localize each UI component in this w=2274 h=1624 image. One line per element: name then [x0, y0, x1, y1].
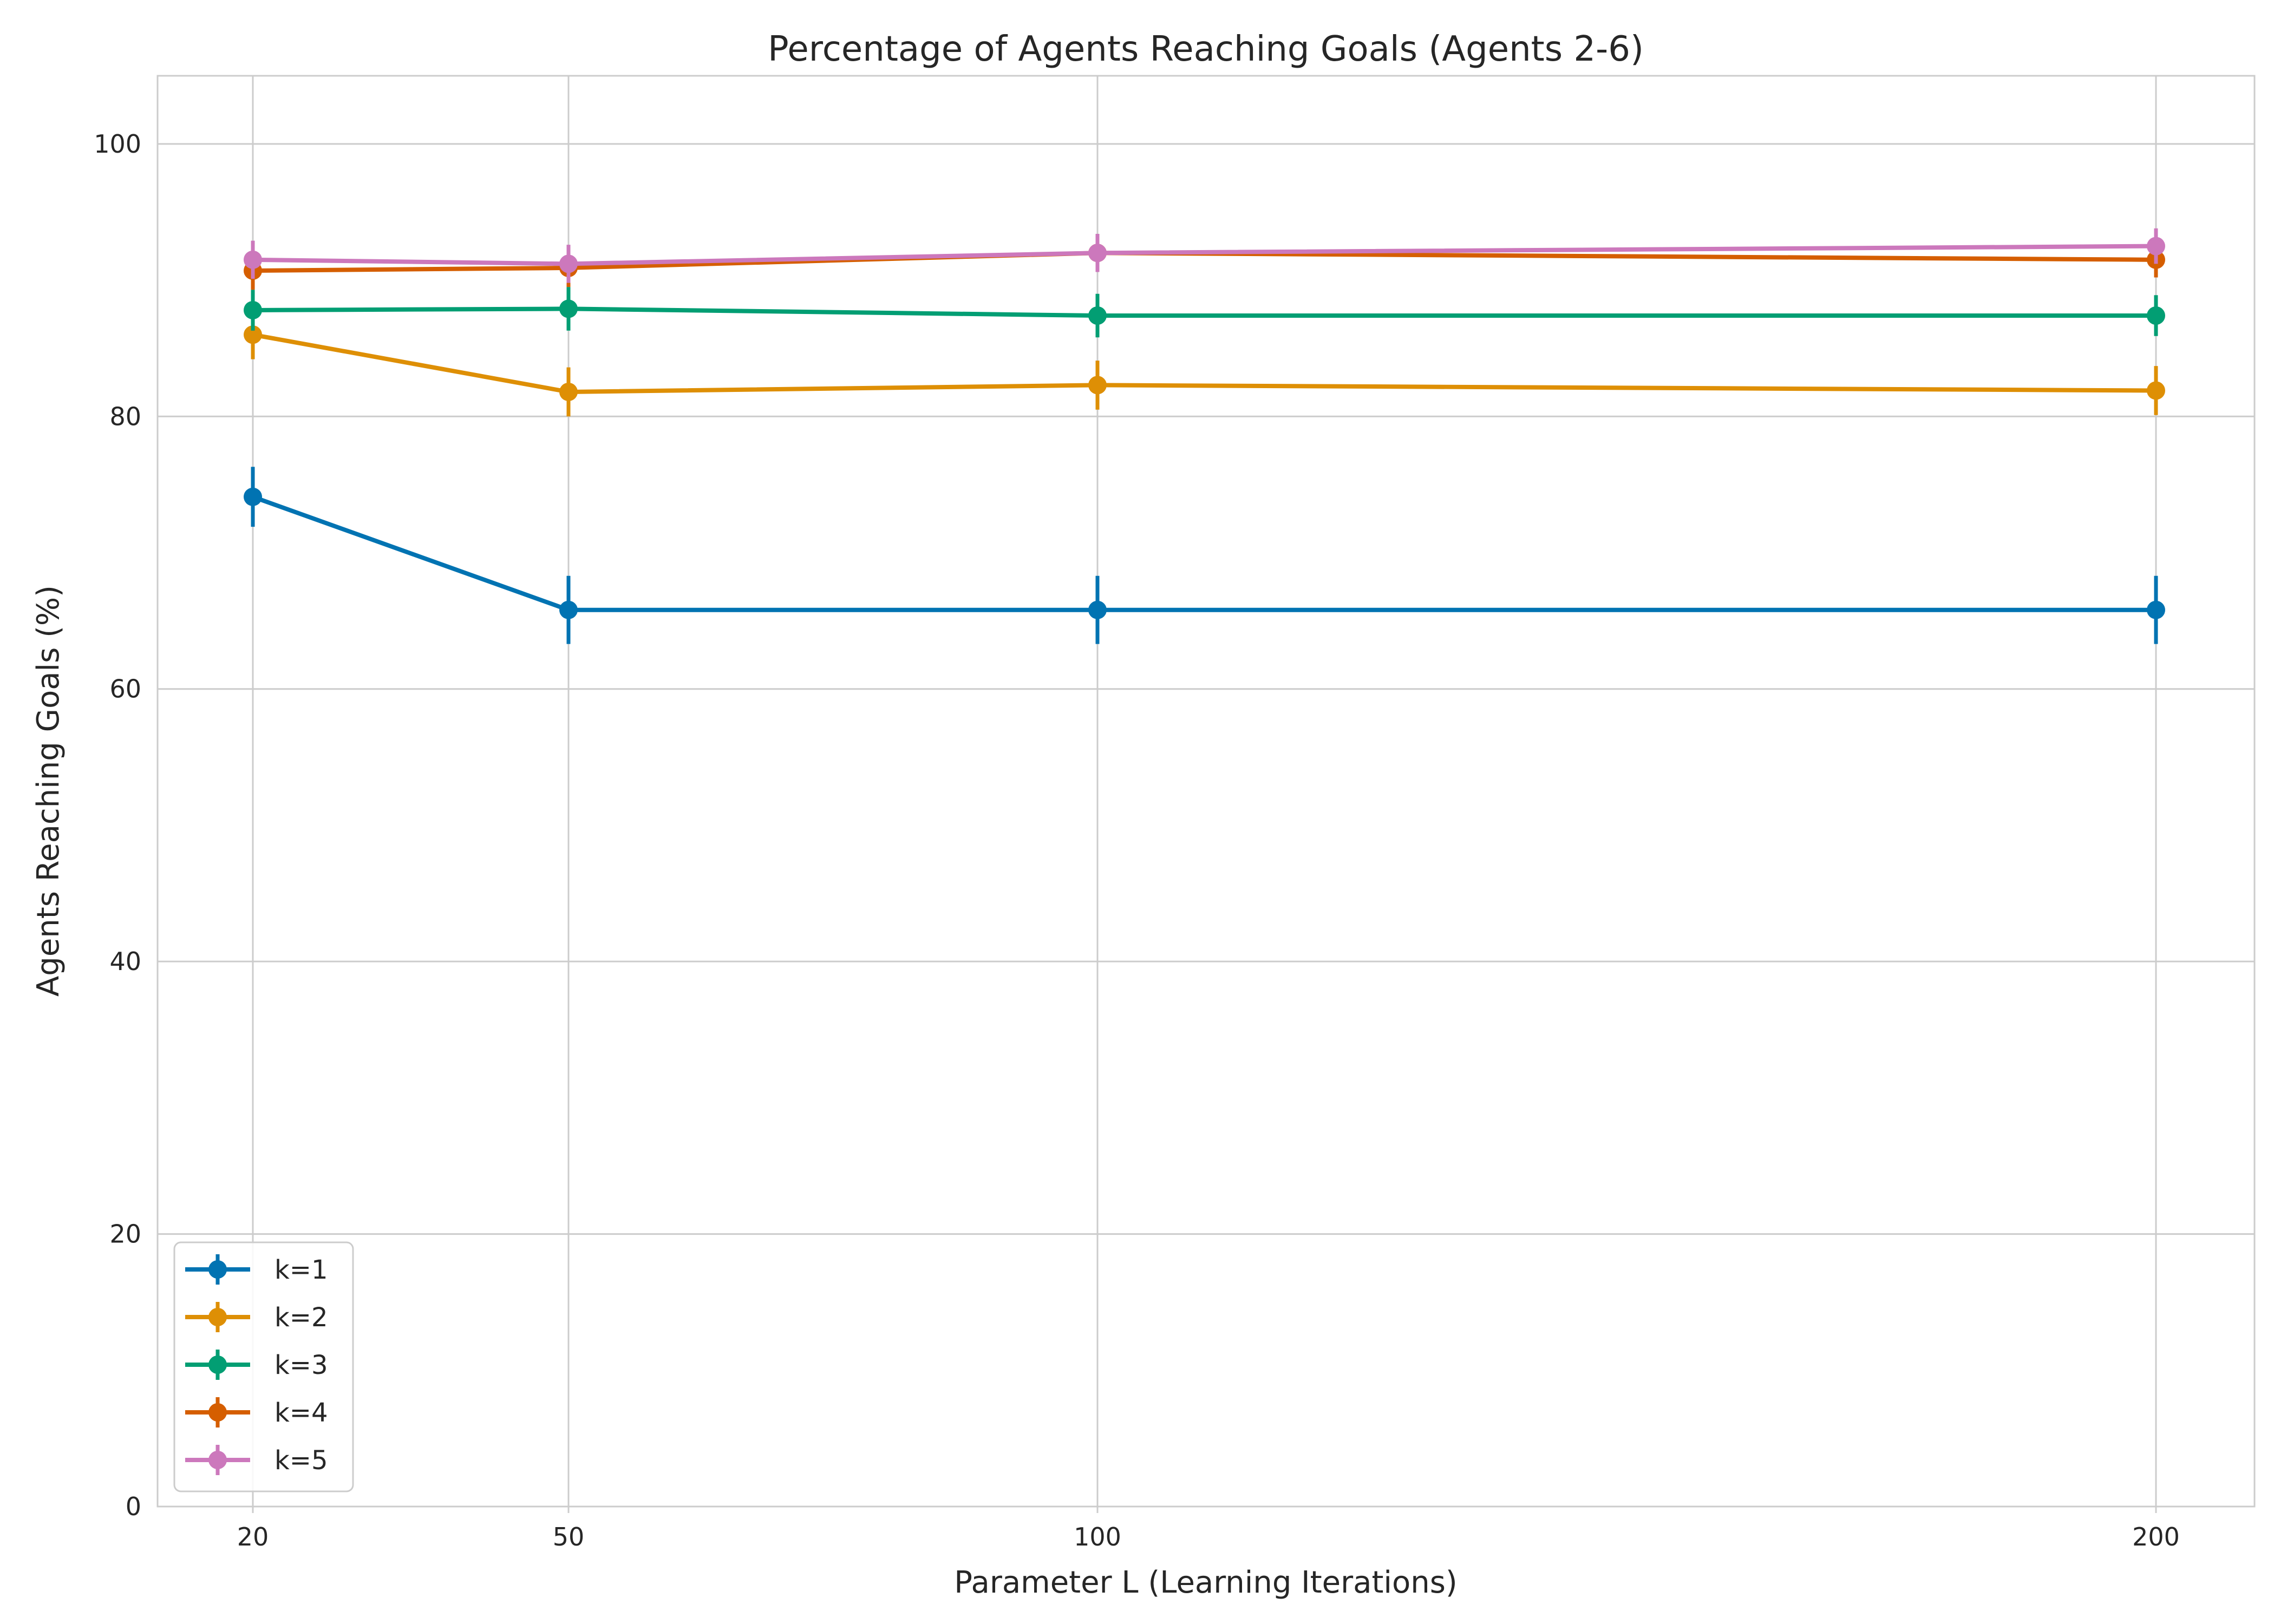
legend-item: k=5: [185, 1445, 328, 1476]
legend-item: k=4: [185, 1397, 328, 1428]
legend-label: k=1: [275, 1255, 328, 1285]
y-tick-label: 40: [109, 947, 141, 976]
x-tick-label: 200: [2132, 1522, 2180, 1551]
series-k=2: [244, 310, 2165, 417]
legend-marker: [208, 1355, 227, 1374]
x-tick-label: 100: [1074, 1522, 1121, 1551]
y-axis-label: Agents Reaching Goals (%): [31, 585, 66, 997]
y-tick-label: 60: [109, 675, 141, 704]
chart-title: Percentage of Agents Reaching Goals (Age…: [768, 29, 1644, 69]
legend-label: k=2: [275, 1302, 328, 1333]
series-line: [252, 306, 2156, 318]
legend: k=1 k=2 k=3 k=4 k=5: [173, 1241, 354, 1492]
data-point: [2147, 381, 2165, 400]
series-k=1: [244, 467, 2165, 644]
data-point: [1088, 600, 1107, 619]
data-point: [244, 250, 262, 269]
y-tick-label: 100: [94, 129, 141, 159]
series-k=3: [244, 287, 2165, 338]
data-point: [2147, 600, 2165, 619]
data-point: [1088, 376, 1107, 395]
data-point: [559, 600, 578, 619]
legend-marker: [208, 1308, 227, 1326]
legend-item: k=2: [185, 1302, 328, 1333]
series-line: [252, 495, 2156, 612]
data-point: [1088, 306, 1107, 325]
series-line: [252, 244, 2157, 266]
legend-label: k=5: [275, 1445, 328, 1476]
data-point: [559, 382, 578, 401]
data-point: [2147, 306, 2165, 325]
legend-marker: [208, 1451, 227, 1469]
y-tick-label: 0: [126, 1492, 141, 1521]
legend-item: k=1: [185, 1254, 328, 1285]
x-tick-label: 50: [553, 1522, 585, 1551]
series-k=5: [244, 228, 2165, 283]
y-axis-ticks: 0 20 40 60 80 100: [94, 129, 141, 1521]
data-point: [559, 254, 578, 273]
data-point: [244, 487, 262, 506]
x-axis-label: Parameter L (Learning Iterations): [954, 1565, 1457, 1600]
data-point: [244, 300, 262, 319]
series-group: [244, 228, 2165, 644]
legend-item: k=3: [185, 1350, 328, 1380]
data-point: [1088, 244, 1107, 263]
legend-marker: [208, 1260, 227, 1279]
legend-label: k=3: [275, 1350, 328, 1380]
data-point: [244, 325, 262, 344]
legend-marker: [208, 1403, 227, 1422]
data-point: [2147, 237, 2165, 256]
plot-area: [156, 75, 2256, 1508]
y-tick-label: 20: [109, 1220, 141, 1249]
x-axis-ticks: 20 50 100 200: [237, 1507, 2180, 1551]
y-tick-label: 80: [109, 402, 141, 431]
legend-label: k=4: [275, 1398, 328, 1428]
x-tick-label: 20: [237, 1522, 269, 1551]
series-line: [252, 332, 2157, 394]
data-point: [559, 299, 578, 318]
